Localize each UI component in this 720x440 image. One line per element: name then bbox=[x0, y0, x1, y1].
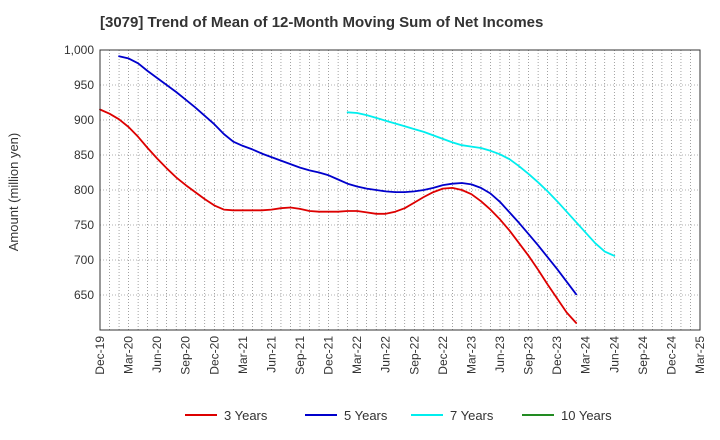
x-tick-label: Dec-23 bbox=[550, 336, 564, 375]
x-tick-label: Mar-23 bbox=[464, 336, 478, 374]
series-lines bbox=[99, 55, 616, 324]
y-tick-label: 850 bbox=[74, 148, 94, 162]
x-tick-label: Mar-25 bbox=[693, 336, 707, 374]
y-tick-label: 750 bbox=[74, 218, 94, 232]
legend-label: 5 Years bbox=[344, 408, 388, 423]
legend-label: 7 Years bbox=[450, 408, 494, 423]
x-tick-label: Sep-23 bbox=[522, 336, 536, 375]
series-line bbox=[118, 55, 578, 296]
x-tick-label: Jun-21 bbox=[264, 336, 278, 373]
y-tick-label: 700 bbox=[74, 253, 94, 267]
grid bbox=[100, 50, 700, 330]
x-tick-label: Sep-20 bbox=[179, 336, 193, 375]
y-tick-label: 900 bbox=[74, 113, 94, 127]
x-tick-label: Mar-21 bbox=[236, 336, 250, 374]
x-tick-label: Jun-23 bbox=[493, 336, 507, 373]
x-tick-label: Jun-24 bbox=[607, 336, 621, 373]
x-tick-label: Dec-20 bbox=[207, 336, 221, 375]
x-axis-ticks: Dec-19 Mar-20 Jun-20 Sep-20 Dec-20 Mar-21 Jun-… bbox=[93, 336, 707, 375]
x-tick-label: Sep-21 bbox=[293, 336, 307, 375]
x-tick-label: Mar-24 bbox=[579, 336, 593, 374]
legend-label: 10 Years bbox=[561, 408, 612, 423]
chart-title: [3079] Trend of Mean of 12-Month Moving … bbox=[100, 14, 544, 31]
x-tick-label: Jun-22 bbox=[379, 336, 393, 373]
x-tick-label: Dec-22 bbox=[436, 336, 450, 375]
series-line bbox=[99, 108, 578, 324]
legend-label: 3 Years bbox=[224, 408, 268, 423]
x-tick-label: Dec-21 bbox=[322, 336, 336, 375]
y-axis-ticks: 650 700 750 800 850 900 950 1,000 bbox=[64, 43, 94, 302]
y-tick-label: 650 bbox=[74, 288, 94, 302]
x-tick-label: Mar-20 bbox=[122, 336, 136, 374]
x-tick-label: Jun-20 bbox=[150, 336, 164, 373]
x-tick-label: Mar-22 bbox=[350, 336, 364, 374]
x-tick-label: Sep-22 bbox=[407, 336, 421, 375]
series-line bbox=[346, 111, 616, 257]
y-tick-label: 950 bbox=[74, 78, 94, 92]
plot-frame bbox=[99, 49, 701, 331]
y-tick-label: 1,000 bbox=[64, 43, 94, 57]
x-tick-label: Dec-19 bbox=[93, 336, 107, 375]
x-tick-label: Sep-24 bbox=[636, 336, 650, 375]
x-tick-label: Dec-24 bbox=[664, 336, 678, 375]
y-axis-label: Amount (million yen) bbox=[6, 133, 21, 252]
y-tick-label: 800 bbox=[74, 183, 94, 197]
legend: 3 Years 5 Years 7 Years 10 Years bbox=[185, 408, 612, 423]
